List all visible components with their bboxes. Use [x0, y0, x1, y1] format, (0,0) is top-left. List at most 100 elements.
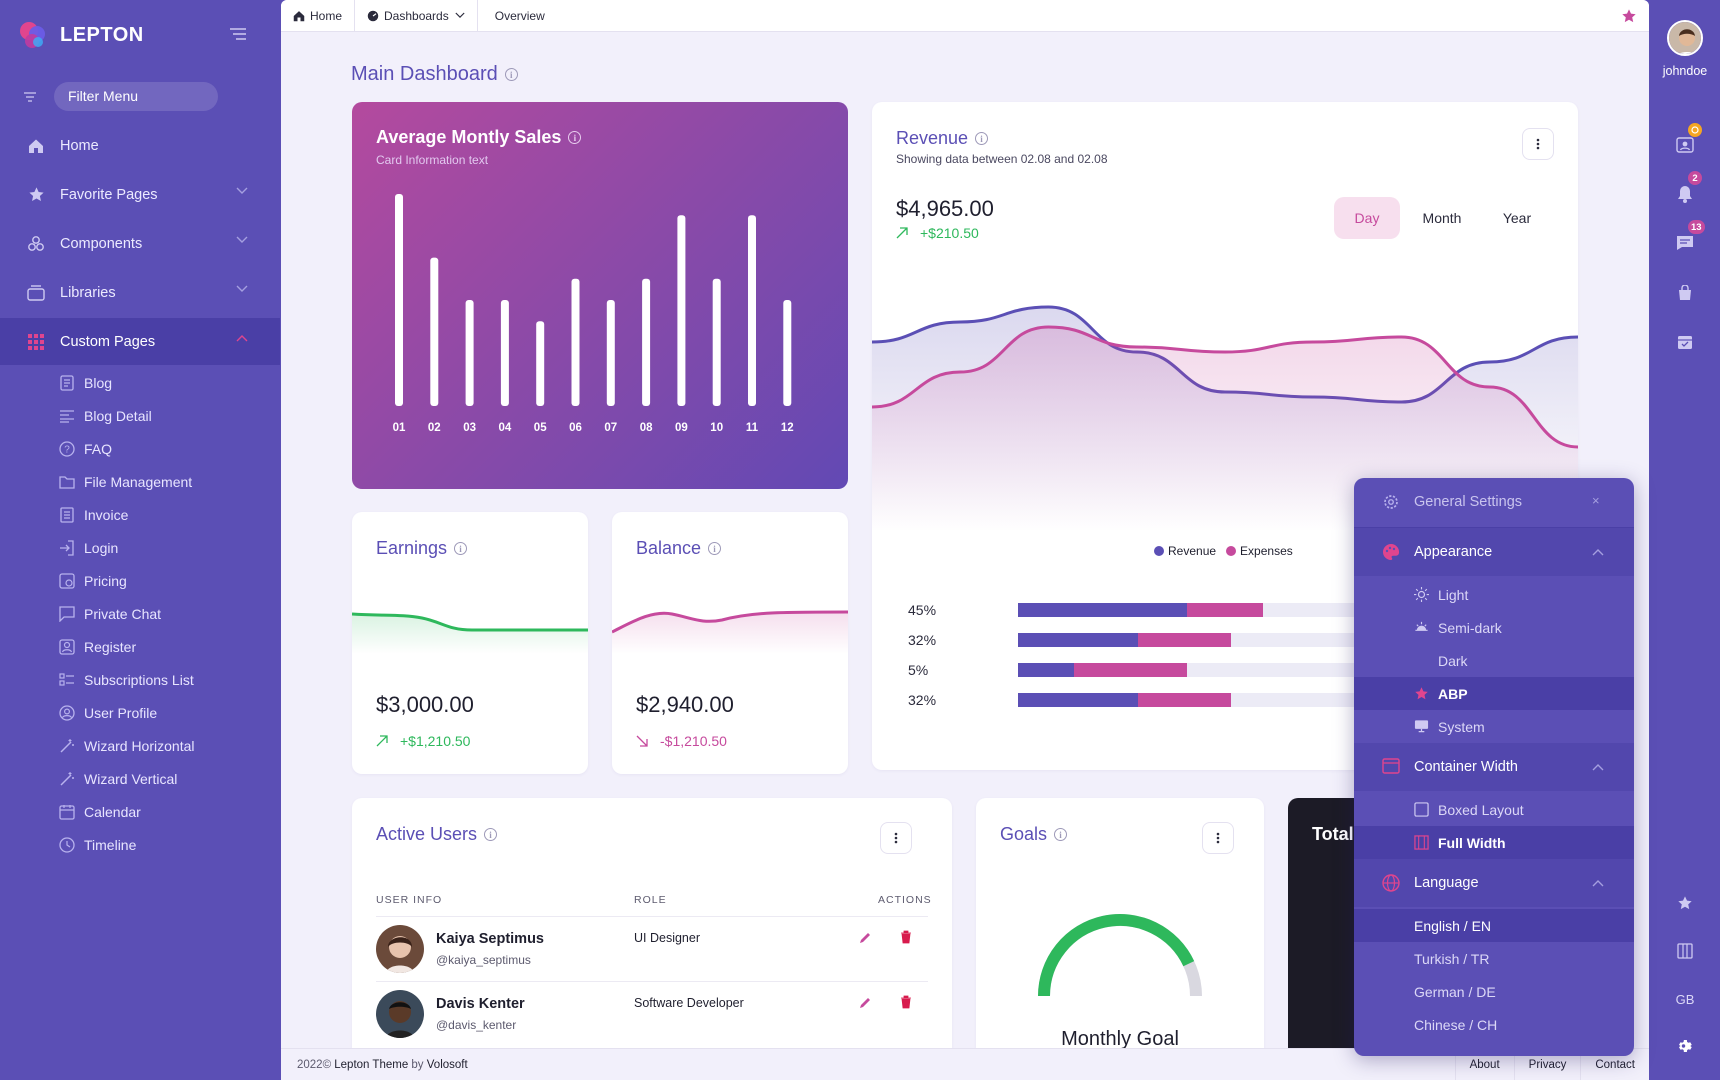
- user-avatar[interactable]: [1667, 20, 1703, 56]
- user-name-label[interactable]: johndoe: [1662, 64, 1708, 78]
- info-icon[interactable]: i: [454, 542, 468, 555]
- sales-bar-06[interactable]: [571, 278, 580, 406]
- footer-link-privacy[interactable]: Privacy: [1513, 1049, 1581, 1080]
- sidebar-subitem-user-profile[interactable]: User Profile: [58, 698, 157, 728]
- calendar-check-icon[interactable]: [1674, 331, 1696, 353]
- breadcrumb-dashboards[interactable]: Dashboards: [355, 0, 478, 32]
- table-row[interactable]: Davis Kenter @davis_kenter Software Deve…: [376, 981, 928, 1046]
- breadcrumb-current-label: Overview: [494, 8, 545, 23]
- favorite-star-icon[interactable]: [1621, 8, 1637, 24]
- sales-bar-09[interactable]: [677, 215, 686, 406]
- layout-columns-icon[interactable]: [1674, 940, 1696, 962]
- shopping-bag-icon[interactable]: [1674, 282, 1696, 304]
- sales-bar-07[interactable]: [606, 300, 615, 406]
- appearance-option-system[interactable]: System: [1354, 710, 1634, 743]
- legend-revenue[interactable]: Revenue: [1154, 544, 1216, 558]
- sidebar-item-components[interactable]: Components: [0, 220, 280, 267]
- language-option-de[interactable]: German / DE: [1414, 983, 1496, 1000]
- info-icon[interactable]: i: [504, 68, 518, 81]
- footer-theme-link[interactable]: Lepton Theme: [334, 1059, 409, 1071]
- star-icon[interactable]: [1674, 892, 1696, 914]
- info-icon[interactable]: i: [708, 542, 722, 555]
- sidebar-subitem-subscriptions-list[interactable]: Subscriptions List: [58, 665, 194, 695]
- sidebar-item-favorite-pages[interactable]: Favorite Pages: [0, 171, 280, 218]
- sales-bar-12[interactable]: [783, 300, 792, 406]
- progress-label: 32%: [908, 632, 937, 648]
- settings-section-language[interactable]: Language: [1354, 859, 1634, 907]
- info-icon[interactable]: i: [1054, 828, 1068, 841]
- sidebar-subitem-faq[interactable]: ? FAQ: [58, 434, 112, 464]
- edit-icon[interactable]: [858, 996, 872, 1010]
- delete-icon[interactable]: [900, 930, 912, 944]
- sales-bar-11[interactable]: [748, 215, 756, 406]
- sidebar-subitem-file-management[interactable]: File Management: [58, 467, 192, 497]
- sidebar-subitem-timeline[interactable]: Timeline: [58, 830, 136, 860]
- sales-bar-04[interactable]: [500, 300, 509, 406]
- sidebar-subitem-calendar[interactable]: Calendar: [58, 797, 141, 827]
- sidebar-subitem-pricing[interactable]: Pricing: [58, 566, 127, 596]
- sales-bar-01[interactable]: [395, 194, 403, 406]
- settings-section-container-width[interactable]: Container Width: [1354, 743, 1634, 791]
- settings-gear-icon[interactable]: [1674, 1035, 1696, 1057]
- sidebar-subitem-wizard-horizontal[interactable]: Wizard Horizontal: [58, 731, 194, 761]
- sidebar-subitem-register[interactable]: Register: [58, 632, 136, 662]
- info-icon[interactable]: i: [975, 132, 989, 145]
- sales-bar-05[interactable]: [536, 321, 545, 406]
- edit-icon[interactable]: [858, 931, 872, 945]
- appearance-option-dark[interactable]: Dark: [1354, 644, 1634, 677]
- notifications-bell-icon[interactable]: 2: [1674, 170, 1703, 205]
- table-row[interactable]: Kaiya Septimus @kaiya_septimus UI Design…: [376, 916, 928, 981]
- sales-bar-label: 09: [675, 422, 688, 434]
- revenue-line-expenses[interactable]: [872, 325, 1578, 449]
- container-option-boxed[interactable]: Boxed Layout: [1354, 793, 1634, 826]
- balance-title: Balance i: [636, 538, 722, 559]
- status-badge: [1687, 122, 1703, 138]
- footer-link-contact[interactable]: Contact: [1580, 1049, 1649, 1080]
- sidebar-subitem-blog[interactable]: Blog: [58, 368, 112, 398]
- revenue-more-button[interactable]: [1522, 128, 1554, 160]
- app-logo[interactable]: LEPTON: [18, 20, 144, 50]
- sidebar-item-libraries[interactable]: Libraries: [0, 269, 280, 316]
- sales-bar-08[interactable]: [642, 278, 651, 406]
- language-option-ch[interactable]: Chinese / CH: [1414, 1016, 1498, 1033]
- sidebar-subitem-private-chat[interactable]: Private Chat: [58, 599, 161, 629]
- info-icon[interactable]: i: [484, 828, 498, 841]
- sidebar-item-custom-pages[interactable]: Custom Pages: [0, 318, 280, 365]
- appearance-option-semi-dark[interactable]: Semi-dark: [1354, 611, 1634, 644]
- profile-card-icon[interactable]: [1674, 122, 1703, 156]
- messages-icon[interactable]: 13: [1674, 219, 1706, 254]
- language-option-en[interactable]: English / EN: [1354, 909, 1634, 942]
- tab-month[interactable]: Month: [1422, 210, 1462, 226]
- sales-bar-03[interactable]: [465, 300, 474, 406]
- footer-company-link[interactable]: Volosoft: [426, 1059, 468, 1071]
- sidebar-collapse-icon[interactable]: [230, 28, 246, 40]
- close-icon[interactable]: ×: [1592, 493, 1600, 508]
- progress-fill-revenue: [1018, 663, 1075, 677]
- user-name: Davis Kenter: [436, 996, 525, 1012]
- filter-menu-input[interactable]: Filter Menu: [54, 82, 218, 111]
- appearance-option-light[interactable]: Light: [1354, 578, 1634, 611]
- tab-year[interactable]: Year: [1502, 210, 1532, 226]
- language-option-tr[interactable]: Turkish / TR: [1414, 950, 1490, 967]
- sales-bar-label: 03: [463, 422, 476, 434]
- goals-more-button[interactable]: [1202, 822, 1234, 854]
- sales-bar-10[interactable]: [712, 278, 721, 406]
- sidebar-subitem-blog-detail[interactable]: Blog Detail: [58, 401, 152, 431]
- sidebar-item-label: Home: [60, 137, 99, 154]
- sidebar-item-home[interactable]: Home: [0, 122, 280, 169]
- info-icon[interactable]: i: [568, 131, 582, 144]
- sidebar-subitem-wizard-vertical[interactable]: Wizard Vertical: [58, 764, 177, 794]
- language-switch[interactable]: GB: [1675, 992, 1695, 1007]
- appearance-option-abp[interactable]: ABP: [1354, 677, 1634, 710]
- container-option-full-width[interactable]: Full Width: [1354, 826, 1634, 859]
- breadcrumb-home[interactable]: Home: [281, 0, 356, 32]
- tab-day[interactable]: Day: [1334, 197, 1400, 239]
- legend-expenses[interactable]: Expenses: [1226, 544, 1293, 558]
- settings-section-appearance[interactable]: Appearance: [1354, 528, 1634, 576]
- footer-link-about[interactable]: About: [1454, 1049, 1514, 1080]
- sales-bar-02[interactable]: [430, 257, 439, 406]
- sidebar-subitem-invoice[interactable]: Invoice: [58, 500, 128, 530]
- sidebar-subitem-login[interactable]: Login: [58, 533, 118, 563]
- delete-icon[interactable]: [900, 995, 912, 1009]
- active-users-more-button[interactable]: [880, 822, 912, 854]
